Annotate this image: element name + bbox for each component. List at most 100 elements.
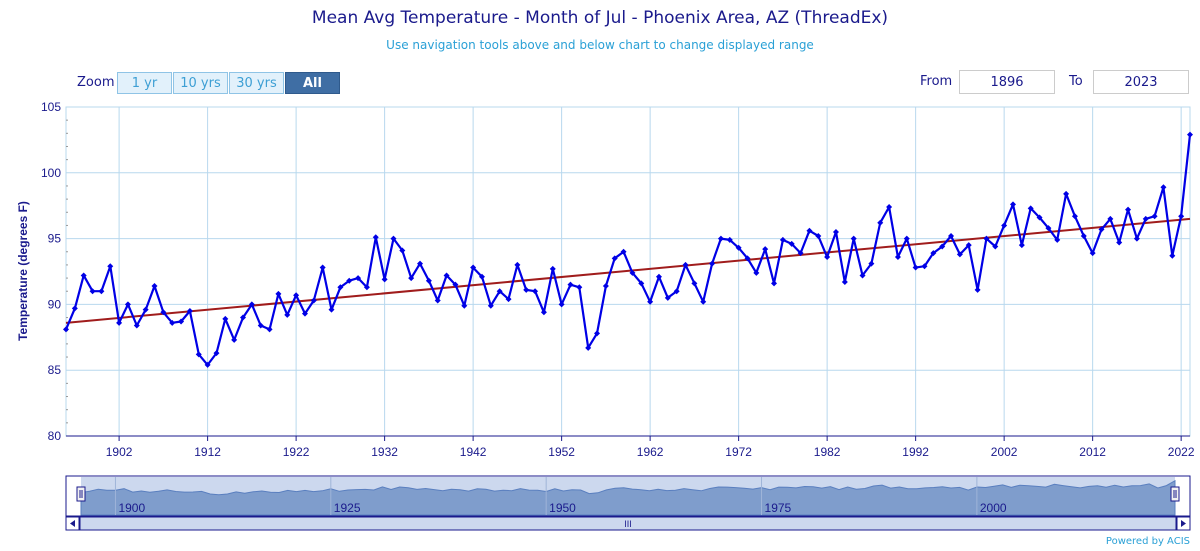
data-point[interactable] xyxy=(266,326,273,333)
data-point[interactable] xyxy=(213,350,220,357)
data-point[interactable] xyxy=(1009,201,1016,208)
data-point[interactable] xyxy=(434,297,441,304)
data-point[interactable] xyxy=(98,288,105,295)
data-point[interactable] xyxy=(195,351,202,358)
data-point[interactable] xyxy=(80,272,87,279)
data-point[interactable] xyxy=(248,301,255,308)
zoom-10yrs-button[interactable]: 10 yrs xyxy=(173,72,228,94)
data-point[interactable] xyxy=(1133,235,1140,242)
scrollbar[interactable]: III xyxy=(65,516,1191,531)
data-point[interactable] xyxy=(841,279,848,286)
data-point[interactable] xyxy=(470,264,477,271)
data-point[interactable] xyxy=(178,318,185,325)
data-point[interactable] xyxy=(514,261,521,268)
scroll-left-button[interactable] xyxy=(65,516,80,531)
data-point[interactable] xyxy=(1151,213,1158,220)
data-point[interactable] xyxy=(1001,222,1008,229)
data-point[interactable] xyxy=(594,330,601,337)
data-point[interactable] xyxy=(691,280,698,287)
data-point[interactable] xyxy=(417,260,424,267)
data-point[interactable] xyxy=(169,319,176,326)
data-point[interactable] xyxy=(231,336,238,343)
data-point[interactable] xyxy=(912,264,919,271)
navigator-right-handle[interactable] xyxy=(1170,486,1180,502)
data-point[interactable] xyxy=(452,281,459,288)
data-point[interactable] xyxy=(779,236,786,243)
data-point[interactable] xyxy=(682,261,689,268)
scroll-right-button[interactable] xyxy=(1176,516,1191,531)
data-point[interactable] xyxy=(1036,214,1043,221)
data-point[interactable] xyxy=(797,250,804,257)
data-point[interactable] xyxy=(921,263,928,270)
data-point[interactable] xyxy=(585,344,592,351)
data-point[interactable] xyxy=(355,275,362,282)
data-point[interactable] xyxy=(1045,225,1052,232)
data-point[interactable] xyxy=(673,288,680,295)
data-point[interactable] xyxy=(611,255,618,262)
data-point[interactable] xyxy=(576,284,583,291)
data-point[interactable] xyxy=(939,243,946,250)
data-point[interactable] xyxy=(948,232,955,239)
data-point[interactable] xyxy=(1178,213,1185,220)
data-point[interactable] xyxy=(1160,184,1167,191)
data-point[interactable] xyxy=(293,292,300,299)
data-point[interactable] xyxy=(346,277,353,284)
data-point[interactable] xyxy=(859,272,866,279)
data-point[interactable] xyxy=(664,294,671,301)
data-point[interactable] xyxy=(372,234,379,241)
data-point[interactable] xyxy=(487,302,494,309)
data-point[interactable] xyxy=(408,275,415,282)
data-point[interactable] xyxy=(832,229,839,236)
data-point[interactable] xyxy=(240,314,247,321)
data-point[interactable] xyxy=(700,298,707,305)
zoom-1yr-button[interactable]: 1 yr xyxy=(117,72,172,94)
data-point[interactable] xyxy=(275,290,282,297)
data-point[interactable] xyxy=(1063,190,1070,197)
data-point[interactable] xyxy=(1116,239,1123,246)
data-point[interactable] xyxy=(532,288,539,295)
data-point[interactable] xyxy=(381,276,388,283)
data-point[interactable] xyxy=(567,281,574,288)
data-point[interactable] xyxy=(1080,232,1087,239)
data-point[interactable] xyxy=(965,242,972,249)
data-point[interactable] xyxy=(443,272,450,279)
data-point[interactable] xyxy=(496,288,503,295)
data-point[interactable] xyxy=(186,307,193,314)
data-point[interactable] xyxy=(1187,131,1193,138)
data-point[interactable] xyxy=(505,296,512,303)
data-point[interactable] xyxy=(647,298,654,305)
data-point[interactable] xyxy=(461,302,468,309)
powered-by-link[interactable]: Powered by ACIS xyxy=(1105,536,1190,547)
data-point[interactable] xyxy=(655,273,662,280)
data-point[interactable] xyxy=(753,269,760,276)
data-point[interactable] xyxy=(806,227,813,234)
data-point[interactable] xyxy=(974,286,981,293)
data-point[interactable] xyxy=(1107,215,1114,222)
data-point[interactable] xyxy=(735,244,742,251)
data-point[interactable] xyxy=(1071,213,1078,220)
data-point[interactable] xyxy=(284,311,291,318)
data-point[interactable] xyxy=(116,319,123,326)
data-point[interactable] xyxy=(868,260,875,267)
data-point[interactable] xyxy=(160,309,167,316)
data-point[interactable] xyxy=(328,306,335,313)
data-point[interactable] xyxy=(824,254,831,261)
data-point[interactable] xyxy=(877,219,884,226)
data-point[interactable] xyxy=(602,282,609,289)
data-point[interactable] xyxy=(222,315,229,322)
data-point[interactable] xyxy=(629,269,636,276)
data-point[interactable] xyxy=(886,204,893,211)
data-point[interactable] xyxy=(1089,250,1096,257)
data-point[interactable] xyxy=(558,301,565,308)
data-point[interactable] xyxy=(815,232,822,239)
data-point[interactable] xyxy=(850,235,857,242)
data-point[interactable] xyxy=(762,246,769,253)
data-point[interactable] xyxy=(709,260,716,267)
data-point[interactable] xyxy=(620,248,627,255)
data-point[interactable] xyxy=(478,273,485,280)
data-point[interactable] xyxy=(257,322,264,329)
data-point[interactable] xyxy=(1169,252,1176,259)
data-point[interactable] xyxy=(744,255,751,262)
data-point[interactable] xyxy=(142,306,149,313)
data-point[interactable] xyxy=(1027,205,1034,212)
